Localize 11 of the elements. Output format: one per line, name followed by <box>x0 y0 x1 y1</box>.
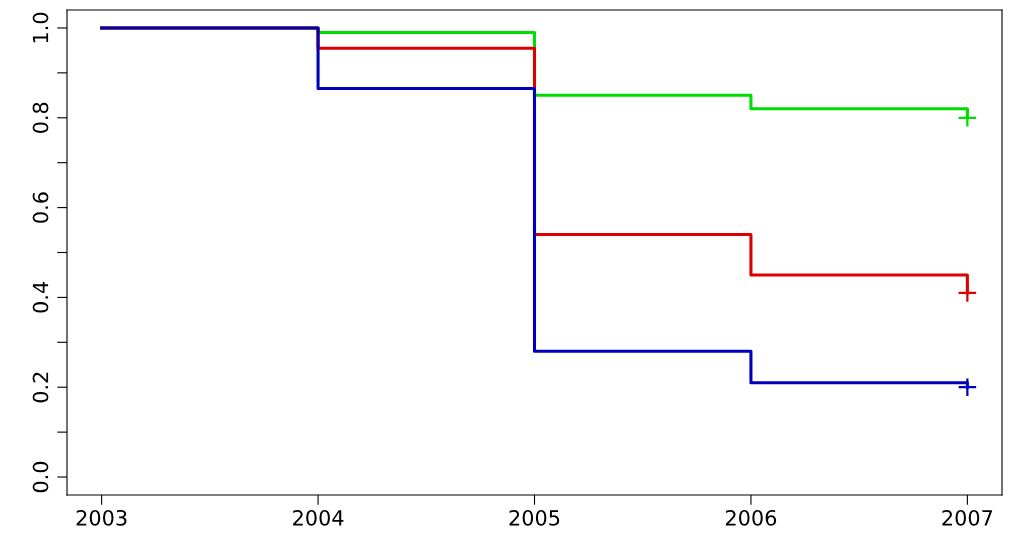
x-tick-label: 2006 <box>725 509 777 526</box>
y-tick-label: 0.4 <box>32 282 49 313</box>
x-tick-label: 2004 <box>293 509 344 526</box>
x-tick-label: 2007 <box>942 509 993 526</box>
y-tick-label: 0.8 <box>32 102 49 133</box>
y-tick-label: 0.2 <box>32 372 49 403</box>
y-tick-label: 1.0 <box>32 12 49 43</box>
y-tick-label: 0.6 <box>32 192 49 223</box>
x-tick-label: 2005 <box>509 509 560 526</box>
x-tick-label: 2003 <box>76 509 127 526</box>
y-tick-label: 0.0 <box>32 461 49 493</box>
